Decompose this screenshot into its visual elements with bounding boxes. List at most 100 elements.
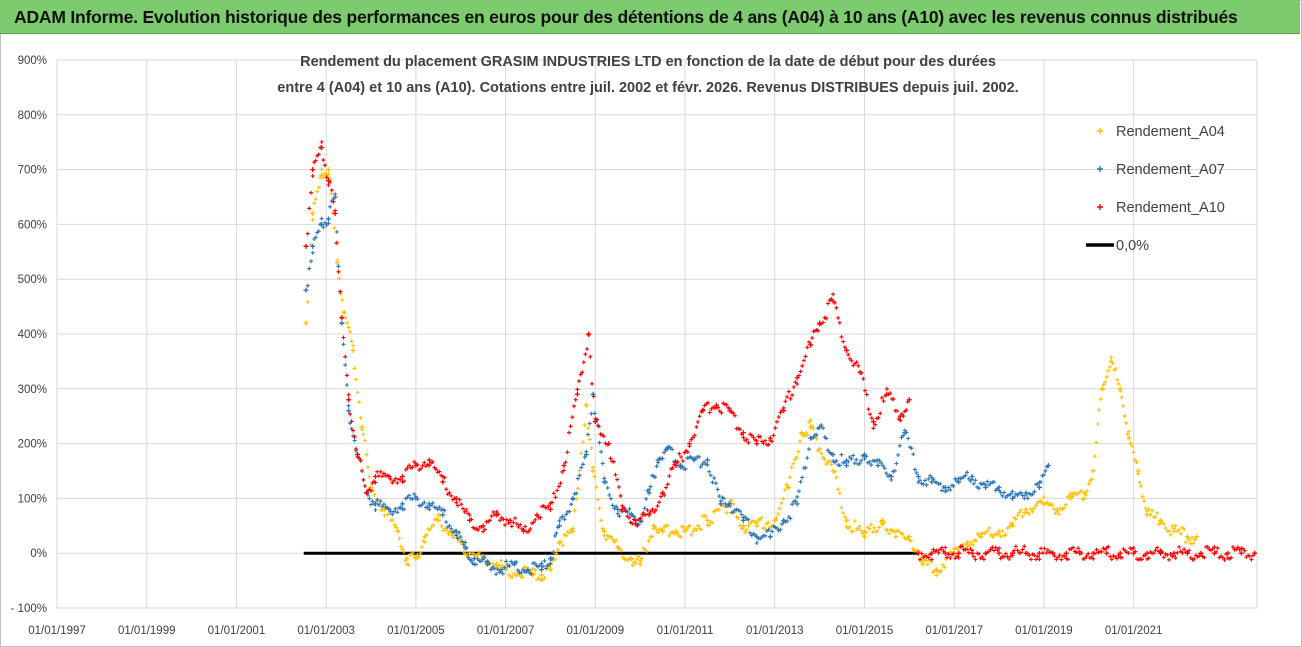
data-point	[847, 524, 852, 529]
data-point	[915, 473, 921, 479]
data-point	[316, 229, 321, 234]
data-point	[556, 523, 562, 529]
data-point	[606, 441, 612, 447]
data-point	[956, 550, 962, 556]
data-point	[331, 199, 336, 204]
data-point	[805, 345, 810, 350]
data-point	[1010, 523, 1016, 529]
data-point	[834, 475, 839, 480]
x-tick-label: 01/01/2015	[836, 625, 894, 637]
data-point	[920, 561, 926, 567]
data-point	[395, 528, 401, 534]
legend-item: Rendement_A07	[1097, 162, 1225, 178]
data-point	[836, 487, 841, 492]
legend-item: 0,0%	[1086, 238, 1149, 254]
data-point	[953, 476, 958, 481]
data-point	[754, 441, 760, 447]
data-point	[976, 551, 981, 556]
data-point	[1085, 489, 1090, 493]
data-point	[1030, 509, 1035, 514]
data-point	[461, 542, 466, 547]
data-point	[605, 485, 610, 490]
data-point	[348, 329, 353, 334]
data-point	[586, 426, 590, 431]
data-point	[430, 460, 435, 464]
data-point	[837, 463, 842, 468]
data-point	[407, 493, 412, 498]
data-point	[844, 347, 850, 353]
data-point	[887, 531, 892, 536]
data-point	[705, 462, 710, 467]
data-point	[316, 152, 321, 157]
data-point	[1068, 491, 1073, 496]
data-point	[996, 528, 1002, 534]
data-point	[664, 485, 668, 490]
data-point	[569, 502, 574, 507]
data-point	[1023, 550, 1029, 556]
data-point	[551, 550, 556, 555]
data-point	[510, 575, 515, 579]
data-point	[570, 415, 575, 420]
data-point	[415, 552, 420, 557]
data-point	[346, 325, 351, 330]
data-point	[401, 549, 406, 554]
data-point	[1027, 512, 1032, 516]
data-point	[1018, 490, 1023, 495]
data-point	[787, 475, 792, 480]
data-point	[839, 505, 844, 510]
data-point	[798, 439, 802, 444]
data-point	[427, 463, 432, 468]
data-point	[657, 500, 662, 505]
data-point	[673, 463, 679, 469]
data-point	[352, 366, 357, 371]
data-point	[581, 360, 586, 365]
data-point	[877, 525, 882, 530]
data-point	[558, 481, 563, 486]
data-point	[898, 418, 903, 423]
data-point	[775, 526, 779, 531]
data-point	[866, 407, 871, 412]
legend-plus-swatch	[1097, 204, 1103, 210]
data-point	[923, 478, 927, 483]
data-point	[1007, 557, 1012, 561]
data-point	[779, 500, 784, 505]
data-point	[751, 435, 756, 440]
series-rendement-a07	[303, 192, 1051, 577]
data-point	[970, 542, 975, 547]
data-point	[393, 476, 398, 481]
data-point	[1098, 397, 1103, 402]
data-point	[841, 339, 846, 344]
data-point	[323, 171, 327, 176]
data-point	[691, 529, 695, 534]
data-point	[1106, 368, 1111, 373]
data-point	[948, 549, 953, 554]
data-point	[783, 399, 788, 404]
data-point	[965, 470, 970, 475]
data-point	[449, 533, 454, 538]
data-point	[305, 231, 310, 236]
data-point	[644, 496, 649, 501]
data-point	[386, 473, 392, 479]
data-point	[656, 530, 661, 535]
data-point	[791, 385, 796, 389]
x-tick-label: 01/01/2021	[1105, 625, 1163, 637]
data-point	[350, 347, 356, 353]
data-point	[807, 447, 811, 452]
data-point	[633, 517, 639, 523]
data-point	[644, 549, 649, 554]
data-point	[914, 470, 919, 475]
data-point	[464, 508, 469, 512]
data-point	[619, 548, 624, 553]
legend-plus-swatch	[1097, 128, 1103, 134]
data-point	[547, 506, 553, 512]
x-tick-label: 01/01/2005	[387, 625, 445, 637]
data-point	[1045, 463, 1051, 469]
data-point	[965, 539, 971, 545]
data-point	[609, 534, 613, 539]
data-point	[326, 172, 331, 177]
data-point	[729, 498, 734, 503]
data-point	[940, 562, 945, 567]
data-point	[1127, 429, 1132, 434]
data-point	[670, 447, 675, 452]
data-point	[627, 506, 632, 511]
